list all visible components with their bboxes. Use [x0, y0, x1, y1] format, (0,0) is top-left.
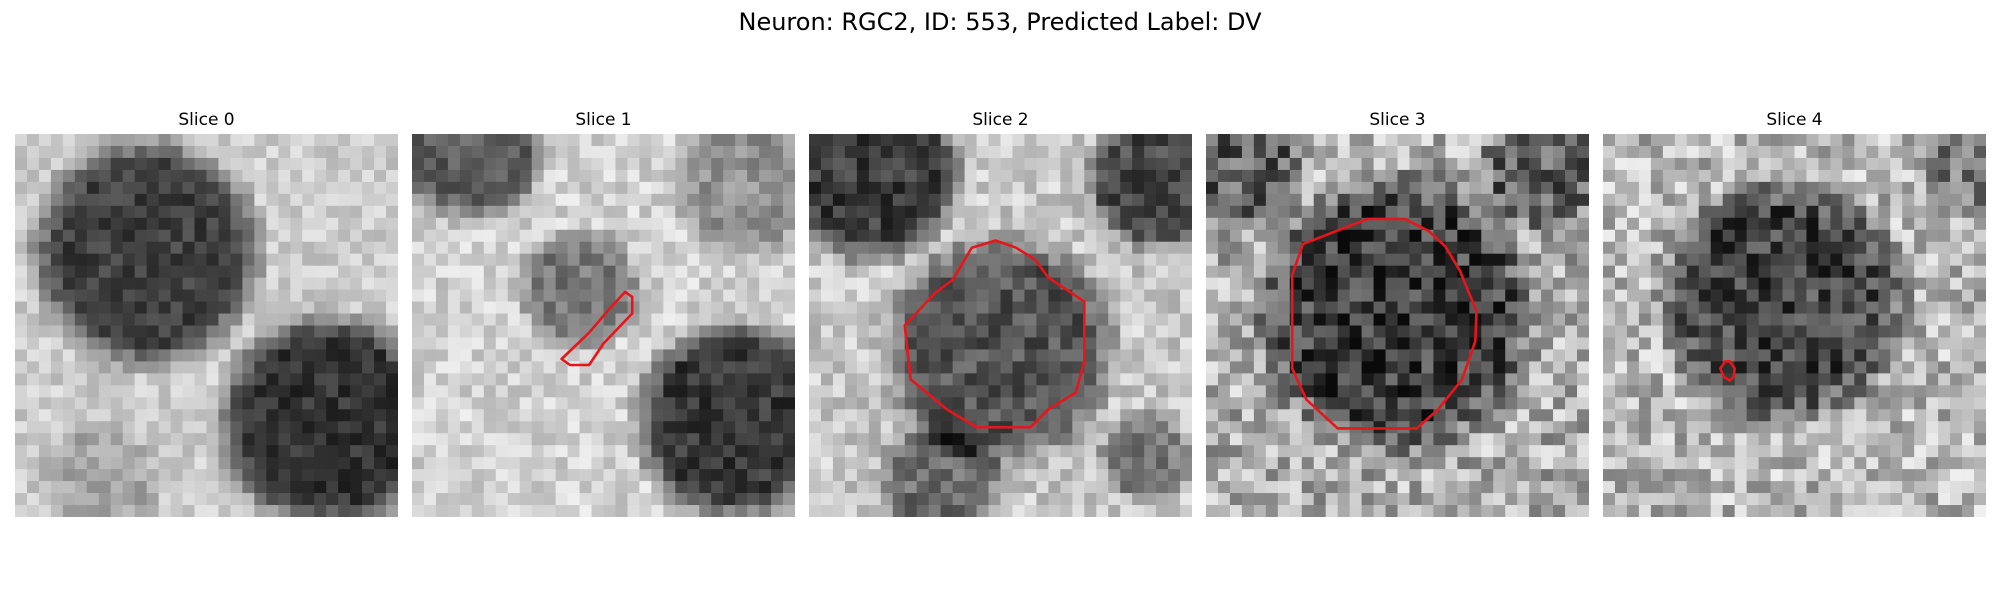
slice-panel-3: Slice 3 [1206, 108, 1589, 517]
slice-image-3 [1206, 134, 1589, 517]
slice-panel-1: Slice 1 [412, 108, 795, 517]
slice-image-2 [809, 134, 1192, 517]
slice-title-1: Slice 1 [575, 110, 632, 130]
slice-image-0 [15, 134, 398, 517]
slice-image-1 [412, 134, 795, 517]
figure-title: Neuron: RGC2, ID: 553, Predicted Label: … [738, 8, 1262, 36]
cell-outline-4 [1719, 360, 1736, 382]
slice-image-4 [1603, 134, 1986, 517]
slice-panel-0: Slice 0 [15, 108, 398, 517]
slice-title-0: Slice 0 [178, 110, 235, 130]
slice-panel-2: Slice 2 [809, 108, 1192, 517]
cell-outline-2 [903, 239, 1086, 429]
slice-panel-4: Slice 4 [1603, 108, 1986, 517]
slice-title-2: Slice 2 [972, 110, 1029, 130]
slice-title-4: Slice 4 [1766, 110, 1823, 130]
cell-outline-1 [560, 290, 634, 367]
slice-title-3: Slice 3 [1369, 110, 1426, 130]
cell-outline-3 [1290, 217, 1478, 430]
